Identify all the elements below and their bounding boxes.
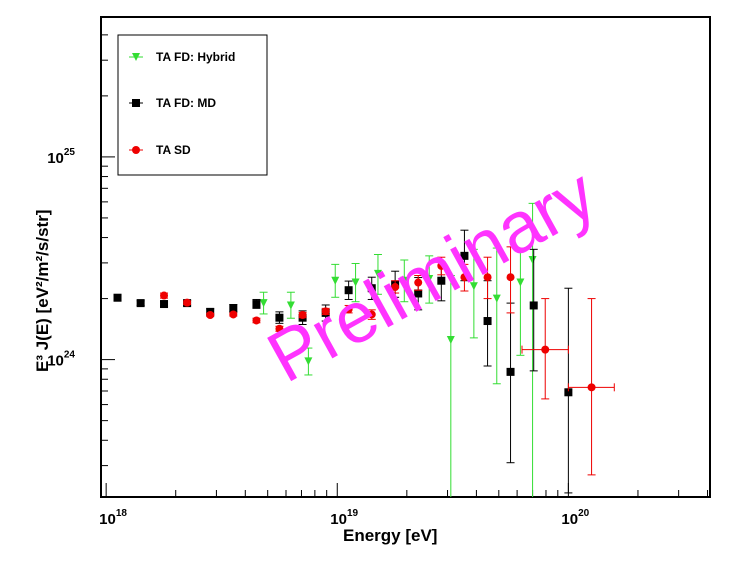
data-series bbox=[113, 202, 615, 497]
legend-items: TA FD: Hybrid TA FD: MD TA SD bbox=[129, 50, 235, 157]
tick-label: 1025 bbox=[47, 147, 75, 167]
data-point bbox=[425, 274, 434, 283]
data-point bbox=[414, 278, 423, 287]
series-ta-sd bbox=[160, 246, 615, 476]
data-point bbox=[331, 276, 340, 285]
legend-label: TA FD: Hybrid bbox=[156, 50, 235, 64]
data-point bbox=[259, 299, 268, 308]
data-point bbox=[206, 310, 215, 319]
data-point bbox=[460, 273, 469, 282]
data-point bbox=[414, 289, 423, 298]
data-point bbox=[492, 294, 501, 303]
data-point bbox=[252, 316, 261, 325]
legend-label: TA SD bbox=[156, 143, 191, 157]
data-point bbox=[136, 299, 145, 308]
data-point bbox=[506, 367, 515, 376]
data-point bbox=[528, 256, 537, 265]
tick-label-base: 10 bbox=[99, 511, 116, 528]
data-point bbox=[469, 282, 478, 291]
legend-box bbox=[117, 34, 268, 176]
data-point bbox=[304, 357, 313, 366]
data-point bbox=[400, 276, 409, 285]
data-point bbox=[286, 301, 295, 310]
data-point bbox=[351, 278, 360, 287]
data-point bbox=[344, 286, 353, 295]
tick-label-exponent: 19 bbox=[347, 508, 359, 519]
data-point bbox=[541, 345, 550, 354]
legend-label: TA FD: MD bbox=[156, 96, 216, 110]
data-point bbox=[275, 313, 284, 322]
legend-marker bbox=[132, 99, 140, 107]
legend-item: TA FD: MD bbox=[129, 96, 216, 110]
data-point bbox=[460, 251, 469, 260]
tick-label-base: 10 bbox=[47, 150, 64, 167]
tick-label: 1024 bbox=[47, 350, 75, 370]
data-point bbox=[229, 304, 238, 313]
data-point bbox=[344, 305, 353, 314]
data-point bbox=[160, 291, 169, 300]
legend: TA FD: Hybrid TA FD: MD TA SD bbox=[117, 34, 268, 176]
data-point bbox=[160, 300, 169, 309]
data-point bbox=[516, 278, 525, 287]
data-point bbox=[587, 383, 596, 392]
data-point bbox=[367, 284, 376, 293]
tick-label-exponent: 20 bbox=[578, 508, 590, 519]
data-point bbox=[529, 301, 538, 310]
y-axis-title-text: E³ J(E) [eV²/m²/s/str] bbox=[33, 210, 52, 372]
tick-label-exponent: 25 bbox=[64, 147, 76, 158]
legend-marker bbox=[132, 53, 140, 61]
tick-label: 1020 bbox=[561, 508, 589, 528]
tick-label: 1018 bbox=[99, 508, 127, 528]
tick-label-exponent: 24 bbox=[64, 350, 76, 361]
data-point bbox=[437, 276, 446, 285]
legend-marker bbox=[132, 146, 140, 154]
tick-label: 1019 bbox=[330, 508, 358, 528]
data-point bbox=[275, 324, 284, 333]
data-point bbox=[483, 317, 492, 326]
data-point bbox=[252, 300, 261, 309]
x-axis-title: Energy [eV] bbox=[343, 526, 437, 545]
data-point bbox=[564, 388, 573, 397]
legend-item: TA SD bbox=[129, 143, 191, 157]
data-point bbox=[506, 273, 515, 282]
tick-label-base: 10 bbox=[561, 511, 578, 528]
data-point bbox=[229, 310, 238, 319]
data-point bbox=[373, 269, 382, 278]
data-point bbox=[483, 273, 492, 282]
data-point bbox=[298, 310, 307, 319]
y-axis-title: E³ J(E) [eV²/m²/s/str] bbox=[33, 210, 52, 372]
legend-item: TA FD: Hybrid bbox=[129, 50, 235, 64]
data-point bbox=[113, 293, 122, 302]
data-point bbox=[446, 335, 455, 344]
data-point bbox=[367, 310, 376, 319]
data-point bbox=[391, 283, 400, 292]
tick-label-base: 10 bbox=[330, 511, 347, 528]
tick-label-base: 10 bbox=[47, 353, 64, 370]
series-ta-fd-hybrid bbox=[259, 202, 537, 497]
data-point bbox=[183, 298, 192, 307]
tick-label-exponent: 18 bbox=[116, 508, 128, 519]
data-point bbox=[321, 307, 330, 316]
data-point bbox=[437, 261, 446, 270]
